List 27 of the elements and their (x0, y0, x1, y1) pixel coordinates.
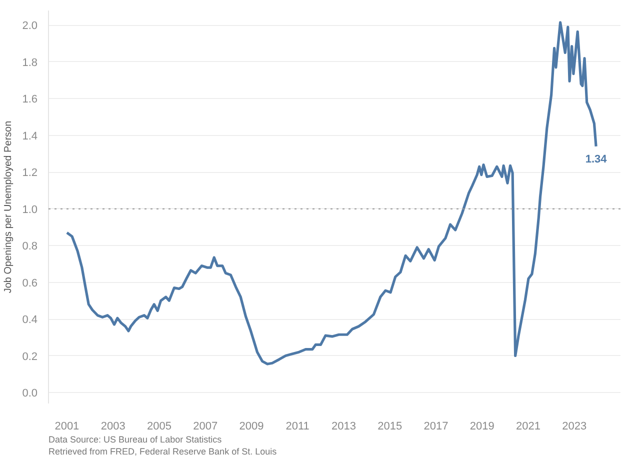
x-tick-label: 2003 (100, 420, 126, 432)
x-tick-label: 2019 (470, 420, 494, 432)
y-tick-label: 0.2 (22, 350, 38, 363)
x-tick-label: 2011 (286, 420, 310, 432)
text: Retrieved from FRED, Federal Reserve Bank of St. Louis (48, 446, 278, 456)
source-note: Data Source: US Bureau of Labor Statistics (48, 434, 222, 444)
y-tick-label: 2.0 (22, 20, 38, 32)
x-tick-label: 2021 (516, 420, 540, 432)
x-tick-label: 2013 (331, 420, 356, 432)
x-tick-label: 2017 (424, 420, 448, 432)
x-tick-label: 2001 (54, 420, 80, 432)
y-tick-label: 0.4 (22, 314, 38, 326)
x-tick-label: 2005 (146, 420, 172, 432)
y-tick-label: 0.0 (22, 387, 38, 400)
y-axis-title: Job Openings per Unemployed Person (3, 120, 14, 294)
y-tick-label: 0.8 (22, 240, 38, 253)
x-tick-label: 2007 (193, 420, 218, 432)
y-tick-label: 1.6 (22, 94, 38, 106)
y-tick-label: 1.8 (22, 56, 38, 69)
y-tick-label: 1.0 (22, 204, 38, 216)
y-tick-label: 1.4 (22, 130, 38, 142)
y-tick-label: 0.6 (22, 277, 38, 290)
x-tick-label: 2009 (239, 420, 264, 432)
annotation: 1.34 (585, 153, 608, 166)
x-tick-label: 2023 (562, 420, 587, 432)
y-tick-label: 1.2 (22, 167, 38, 180)
x-tick-label: 2015 (378, 420, 402, 432)
